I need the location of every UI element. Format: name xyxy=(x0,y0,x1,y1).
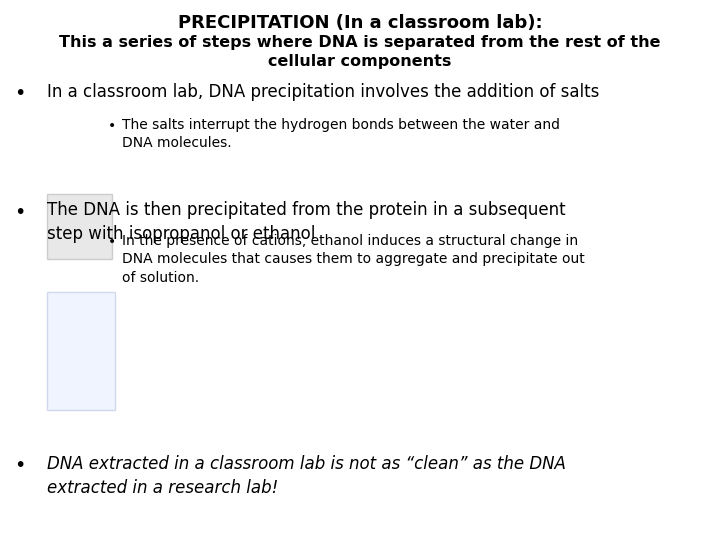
Text: •: • xyxy=(107,119,116,133)
Text: •: • xyxy=(14,84,26,103)
Text: •: • xyxy=(14,202,26,221)
Text: In a classroom lab, DNA precipitation involves the addition of salts: In a classroom lab, DNA precipitation in… xyxy=(47,83,599,100)
Text: DNA extracted in a classroom lab is not as “clean” as the DNA
extracted in a res: DNA extracted in a classroom lab is not … xyxy=(47,455,566,497)
Text: In the presence of cations, ethanol induces a structural change in
DNA molecules: In the presence of cations, ethanol indu… xyxy=(122,234,585,285)
Bar xyxy=(47,194,112,259)
Text: •: • xyxy=(107,235,116,249)
Text: This a series of steps where DNA is separated from the rest of the: This a series of steps where DNA is sepa… xyxy=(59,35,661,50)
Text: The DNA is then precipitated from the protein in a subsequent
step with isopropa: The DNA is then precipitated from the pr… xyxy=(47,201,565,243)
Text: •: • xyxy=(14,456,26,475)
Text: PRECIPITATION (In a classroom lab):: PRECIPITATION (In a classroom lab): xyxy=(178,14,542,31)
Text: The salts interrupt the hydrogen bonds between the water and
DNA molecules.: The salts interrupt the hydrogen bonds b… xyxy=(122,118,560,150)
Bar xyxy=(47,292,115,410)
Text: cellular components: cellular components xyxy=(269,54,451,69)
